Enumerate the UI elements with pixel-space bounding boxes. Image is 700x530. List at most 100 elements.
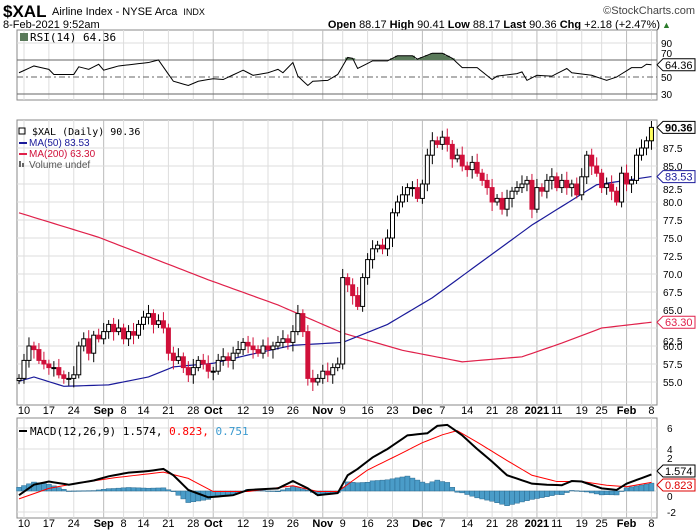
candle-body [330, 367, 336, 376]
candle-body [200, 359, 206, 365]
candle-body [434, 140, 440, 145]
macd-histogram-bar [150, 487, 157, 492]
x-tick-label-bottom: 2021 [525, 518, 549, 530]
candle-body [101, 331, 107, 340]
macd-histogram-bar [474, 490, 480, 499]
macd-histogram-bar [583, 490, 590, 493]
candle-body [21, 359, 27, 379]
candle-body [225, 356, 231, 361]
macd-histogram-bar [623, 487, 630, 492]
candle-body [66, 377, 72, 380]
macd-histogram-bar [444, 482, 451, 492]
candle-body [81, 338, 87, 347]
candle-body [285, 338, 291, 343]
rsi-overbought-fill [345, 53, 455, 60]
candle-body [300, 313, 306, 333]
last-price-tag-box [656, 120, 696, 134]
price-tick-label: 87.5 [663, 144, 683, 155]
macd-histogram-bar [489, 490, 495, 502]
candle-body [419, 183, 425, 199]
open-value: 88.17 [359, 19, 387, 31]
x-tick-label: 10 [18, 405, 30, 417]
price-tick-label: 77.5 [663, 216, 683, 227]
datetime: 8-Feb-2021 9:52am [3, 19, 100, 31]
candle-body [136, 323, 142, 336]
macd-histogram-bar [504, 490, 510, 506]
candle-body [424, 154, 430, 185]
x-tick-label-bottom: Nov [312, 518, 334, 530]
candle-body [529, 179, 535, 210]
x-tick-label: 19 [576, 405, 588, 417]
price-tick-label: 60.0 [663, 342, 683, 353]
x-tick-label-bottom: 9 [340, 518, 346, 530]
macd-histogram-bar [424, 483, 431, 492]
candle-body [315, 377, 321, 383]
macd-histogram-bar [135, 487, 142, 492]
candle-body [305, 331, 311, 379]
macd-histogram-bar [618, 490, 625, 492]
candle-body [255, 349, 261, 354]
macd-histogram-bar [608, 490, 615, 496]
x-tick-label-bottom: Oct [204, 518, 223, 530]
macd-histogram-bar [180, 490, 187, 500]
macd-histogram-bar [260, 490, 266, 492]
candle-body [91, 334, 97, 354]
low-label: Low [448, 19, 470, 31]
macd-histogram-bar [66, 490, 72, 492]
x-tick-label-bottom: 23 [386, 518, 398, 530]
macd-histogram-bar [484, 490, 490, 501]
candle-body [320, 370, 326, 379]
candle-body [509, 190, 515, 199]
low-value: 88.17 [473, 19, 501, 31]
x-tick-label: Nov [312, 405, 334, 417]
candle-body [464, 165, 470, 171]
candle-body [474, 161, 480, 174]
rsi-value-tag-box [656, 58, 696, 72]
macd-histogram-bar [419, 481, 426, 492]
macd-legend: MACD(12,26,9) 1.574, 0.823, 0.751 [30, 425, 249, 438]
rsi-line [18, 52, 652, 87]
candle-body [205, 363, 211, 372]
candle-body [250, 345, 256, 351]
candle-body [270, 345, 276, 351]
candle-body [265, 345, 271, 351]
candle-body [539, 187, 545, 192]
candle-body [131, 331, 137, 336]
macd-histogram-bar [509, 490, 515, 505]
candle-body [404, 187, 410, 196]
macd-histogram-bar [394, 477, 401, 492]
candle-body [46, 363, 52, 369]
x-tick-label-bottom: Sep [94, 518, 114, 530]
candle-body [56, 367, 62, 376]
candle-body [290, 331, 296, 343]
candle-body [160, 320, 166, 329]
copyright: ©StockCharts.com [603, 5, 695, 17]
candle-body [116, 327, 122, 333]
macd-histogram-bar [494, 490, 500, 503]
macd-histogram-bar [110, 488, 117, 492]
candle-body [604, 183, 610, 189]
candle-body [260, 345, 266, 354]
macd-histogram-bar [549, 490, 555, 496]
candle-body [145, 313, 151, 318]
macd-histogram-bar [95, 489, 102, 492]
x-tick-label: 24 [68, 405, 80, 417]
macd-histogram-bar [265, 490, 271, 492]
signal-value-tag-box [656, 478, 696, 492]
macd-histogram-bar [280, 489, 286, 492]
candle-body [345, 277, 351, 286]
candle-body [439, 136, 445, 145]
last-value: 90.36 [529, 19, 557, 31]
price-tick-label: 70.0 [663, 270, 683, 281]
x-tick-label: 2021 [525, 405, 549, 417]
macd-histogram-bar [554, 490, 560, 495]
candle-body [380, 244, 386, 250]
candle-body [126, 331, 132, 340]
macd-histogram-bar [593, 490, 600, 495]
rsi-tick-label: 70 [661, 49, 673, 60]
price-tick-label: 85.0 [663, 162, 683, 173]
x-tick-label: 28 [506, 405, 518, 417]
macd-histogram-bar [598, 490, 605, 496]
x-tick-label-bottom: 16 [361, 518, 373, 530]
macd-histogram-bar [404, 475, 411, 492]
